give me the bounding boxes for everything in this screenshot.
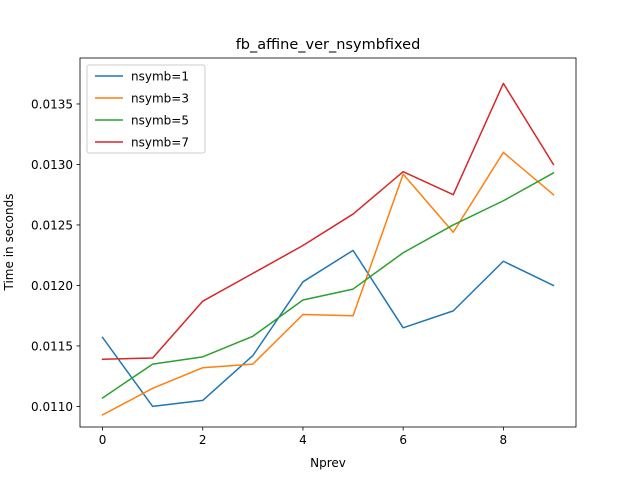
x-tick-label: 8	[500, 433, 508, 447]
series-line-3	[101, 171, 555, 400]
axes-frame	[79, 57, 577, 428]
series-line-4	[101, 82, 555, 361]
legend-box	[86, 64, 206, 154]
y-axis-label: Time in seconds	[2, 194, 16, 292]
legend-label-1: nsymb=1	[131, 70, 189, 84]
y-tick-label: 0.0110	[31, 400, 73, 414]
chart-title: fb_affine_ver_nsymbfixed	[236, 37, 421, 53]
y-tick-label: 0.0130	[31, 158, 73, 172]
plot-area: 0 2 4 6 8 0.0110 0.0115 0.0120 0.0125 0.0130 0.013…	[31, 57, 577, 447]
x-tick-label: 6	[399, 433, 407, 447]
legend-label-2: nsymb=3	[131, 92, 189, 106]
y-tick-label: 0.0120	[31, 279, 73, 293]
legend-label-4: nsymb=7	[131, 136, 189, 150]
y-tick-label: 0.0115	[31, 339, 73, 353]
x-tick-label: 4	[299, 433, 307, 447]
series-line-2	[101, 151, 555, 416]
x-axis-label: Nprev	[310, 456, 346, 470]
x-tick-label: 0	[99, 433, 107, 447]
legend-label-3: nsymb=5	[131, 114, 189, 128]
x-tick-label: 2	[199, 433, 207, 447]
legend: nsymb=1 nsymb=3 nsymb=5 nsymb=7	[86, 64, 206, 154]
y-tick-label: 0.0125	[31, 218, 73, 232]
y-tick-label: 0.0135	[31, 97, 73, 111]
series-line-1	[101, 249, 555, 408]
